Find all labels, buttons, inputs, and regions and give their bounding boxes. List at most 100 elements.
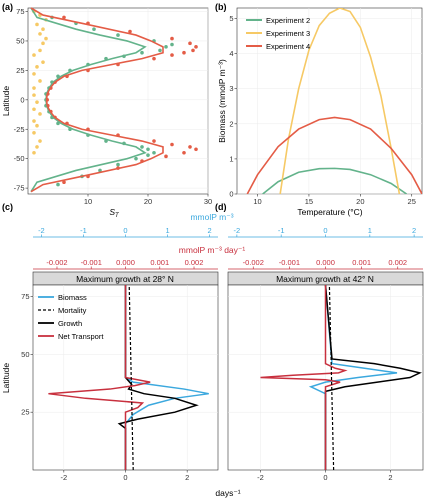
data-point xyxy=(38,32,42,36)
tick-label: 2 xyxy=(412,226,416,235)
tick-label: 2 xyxy=(388,473,392,482)
tick-label: 0 xyxy=(323,226,327,235)
data-point xyxy=(38,79,42,83)
tick-label: 0.000 xyxy=(116,258,135,267)
bottom-axes: -2 -1 0 1 2 -2 -1 0 1 2 mmolP m⁻³ -0.002 -0.001 0.… xyxy=(33,212,423,270)
data-point xyxy=(164,45,168,49)
tick-label: 1 xyxy=(229,154,233,163)
data-point xyxy=(32,150,36,155)
tick-label: 0 xyxy=(20,95,24,104)
panel-a-xlabel: ST xyxy=(109,207,120,219)
series-line xyxy=(117,285,199,470)
tick-label: 1 xyxy=(165,226,169,235)
tick-label: 15 xyxy=(305,197,313,206)
bottom-xlabel: days⁻¹ xyxy=(215,488,240,498)
tick-label: 2 xyxy=(229,119,233,128)
data-point xyxy=(140,145,144,149)
panel-b: 10 15 20 25 0 1 2 3 4 5 Biomass (mmolP m⁻³) Tempe… xyxy=(217,7,423,217)
data-point xyxy=(32,93,36,97)
data-point xyxy=(35,65,39,69)
panel-label-d: (d) xyxy=(215,202,227,212)
data-point xyxy=(152,56,156,61)
tick-label: -2 xyxy=(257,473,264,482)
panel-c-strip: Maximum growth at 28° N xyxy=(76,274,174,284)
data-point xyxy=(41,41,45,46)
tick-label: 0 xyxy=(229,190,233,199)
data-point xyxy=(128,29,132,34)
series-line xyxy=(124,285,209,470)
data-point xyxy=(35,145,39,149)
series-line xyxy=(262,167,408,194)
tick-label: -25 xyxy=(14,125,25,134)
tick-label: 3 xyxy=(229,84,233,93)
tick-label: 2 xyxy=(185,473,189,482)
data-point xyxy=(62,15,66,20)
data-point xyxy=(146,153,150,157)
legend-label: Net Transport xyxy=(58,332,104,341)
series-group xyxy=(246,8,422,194)
data-point xyxy=(62,180,66,185)
panel-b-xlabel: Temperature (°C) xyxy=(297,207,362,217)
panel-label-a: (a) xyxy=(2,2,13,12)
data-point xyxy=(170,42,174,47)
panel-d-strip: Maximum growth at 42° N xyxy=(276,274,374,284)
tick-label: -50 xyxy=(14,154,25,163)
tick-label: -75 xyxy=(14,184,25,193)
panel-label-b: (b) xyxy=(215,2,227,12)
panel-c: Maximum growth at 28° N -2 0 2 25 50 75 Bioma… xyxy=(21,271,219,482)
tick-label: 0.002 xyxy=(185,258,204,267)
data-point xyxy=(35,22,39,27)
top-axis-label: mmolP m⁻³ xyxy=(190,212,233,222)
series-line xyxy=(279,8,401,194)
legend-label: Experiment 4 xyxy=(266,42,310,51)
tick-label: -2 xyxy=(38,226,45,235)
tick-label: -1 xyxy=(80,226,87,235)
tick-label: -0.002 xyxy=(243,258,264,267)
bottom-ylabel: Latitude xyxy=(1,363,11,394)
data-point xyxy=(188,145,192,149)
data-point xyxy=(191,48,195,53)
data-point xyxy=(182,50,186,55)
panel-label-c: (c) xyxy=(2,202,13,212)
tick-label: 0.001 xyxy=(352,258,371,267)
tick-label: 20 xyxy=(356,197,364,206)
data-point xyxy=(44,36,48,41)
panel-a: 10 20 30 -75 -50 -25 0 25 50 75 Latitude ST xyxy=(1,7,212,219)
tick-label: 1 xyxy=(368,226,372,235)
tick-label: 75 xyxy=(21,292,29,301)
data-point xyxy=(41,60,45,64)
legend-label: Biomass xyxy=(58,293,87,302)
data-point xyxy=(116,162,120,167)
tick-label: 5 xyxy=(229,14,233,23)
series-line xyxy=(328,284,335,471)
series-line xyxy=(260,285,348,470)
data-point xyxy=(32,72,36,76)
tick-label: 0.001 xyxy=(150,258,169,267)
data-point xyxy=(194,45,198,49)
tick-label: 0.000 xyxy=(316,258,335,267)
tick-label: 25 xyxy=(16,66,24,75)
data-point xyxy=(158,48,162,53)
data-point xyxy=(146,147,150,152)
data-point xyxy=(170,36,174,41)
tick-label: -2 xyxy=(234,226,241,235)
tick-label: 25 xyxy=(21,408,29,417)
panel-b-legend: Experiment 2 Experiment 3 Experiment 4 xyxy=(246,16,310,51)
data-point xyxy=(116,33,120,37)
tick-label: 25 xyxy=(408,197,416,206)
data-point xyxy=(41,27,45,31)
tick-label: -0.001 xyxy=(81,258,102,267)
tick-label: 75 xyxy=(16,7,24,16)
series-line xyxy=(324,284,423,470)
panel-a-ylabel: Latitude xyxy=(1,86,11,117)
data-point xyxy=(170,142,174,147)
panel-c-legend: Biomass Mortality Growth Net Transport xyxy=(38,293,104,341)
tick-label: -0.002 xyxy=(46,258,67,267)
tick-label: 50 xyxy=(21,350,29,359)
tick-label: 4 xyxy=(229,49,233,58)
tick-label: 10 xyxy=(253,197,261,206)
tick-label: 50 xyxy=(16,36,24,45)
data-point xyxy=(32,130,36,135)
legend-label: Experiment 3 xyxy=(266,29,310,38)
